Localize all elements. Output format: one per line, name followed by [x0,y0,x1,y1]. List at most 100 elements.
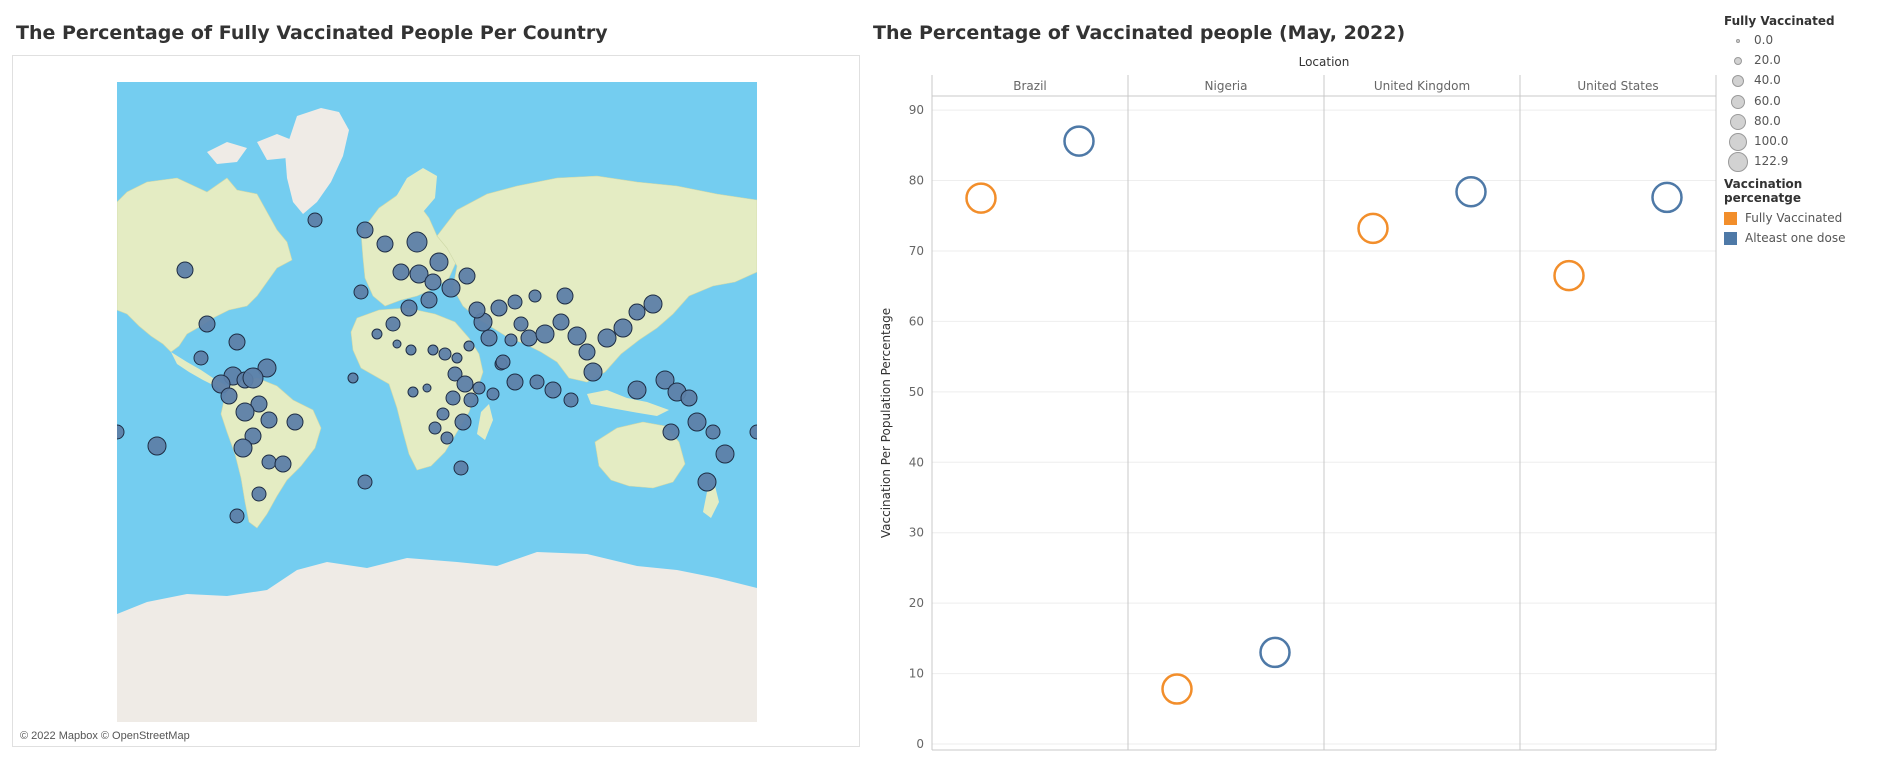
data-point[interactable] [1063,125,1095,157]
data-point[interactable] [1259,636,1291,669]
country-marker[interactable] [242,367,264,389]
world-map[interactable] [117,82,757,722]
country-marker[interactable] [198,315,216,333]
country-marker[interactable] [680,389,698,407]
country-marker[interactable] [544,381,562,399]
data-point[interactable] [1161,673,1193,705]
country-marker[interactable] [643,294,663,314]
map-panel[interactable]: © 2022 Mapbox © OpenStreetMap [12,55,860,747]
country-marker[interactable] [705,424,721,440]
country-marker[interactable] [655,370,675,390]
country-marker[interactable] [244,427,262,445]
country-marker[interactable] [440,431,454,445]
country-marker[interactable] [371,328,383,340]
country-marker[interactable] [468,301,486,319]
country-marker[interactable] [357,474,373,490]
country-marker[interactable] [420,291,438,309]
country-marker[interactable] [495,354,511,370]
country-marker[interactable] [257,358,277,378]
country-marker[interactable] [583,362,603,382]
country-marker[interactable] [520,329,538,347]
country-marker[interactable] [715,444,735,464]
country-marker[interactable] [456,375,474,393]
country-marker[interactable] [405,344,417,356]
country-marker[interactable] [428,421,442,435]
country-marker[interactable] [147,436,167,456]
country-marker[interactable] [233,438,253,458]
country-marker[interactable] [472,381,486,395]
data-point[interactable] [1455,176,1487,208]
color-legend-item[interactable]: Fully Vaccinated [1724,208,1874,228]
data-point[interactable] [1553,259,1585,292]
country-marker[interactable] [463,392,479,408]
country-marker[interactable] [453,460,469,476]
country-marker[interactable] [228,333,246,351]
country-marker[interactable] [441,278,461,298]
country-marker[interactable] [504,333,518,347]
country-marker[interactable] [567,326,587,346]
country-marker[interactable] [356,221,374,239]
country-marker[interactable] [447,366,463,382]
color-legend-item[interactable]: Alteast one dose [1724,228,1874,248]
country-marker[interactable] [261,454,277,470]
country-marker[interactable] [307,212,323,228]
country-marker[interactable] [424,273,442,291]
country-marker[interactable] [490,299,508,317]
country-marker[interactable] [627,380,647,400]
country-marker[interactable] [422,383,432,393]
country-marker[interactable] [480,329,498,347]
country-marker[interactable] [506,373,524,391]
country-marker[interactable] [176,261,194,279]
country-marker[interactable] [385,316,401,332]
country-marker[interactable] [458,267,476,285]
country-marker[interactable] [535,324,555,344]
country-marker[interactable] [193,350,209,366]
country-marker[interactable] [409,264,429,284]
country-marker[interactable] [454,413,472,431]
country-marker[interactable] [552,313,570,331]
country-marker[interactable] [286,413,304,431]
country-marker[interactable] [597,328,617,348]
country-marker[interactable] [463,340,475,352]
country-marker[interactable] [406,231,428,253]
data-point[interactable] [1357,212,1389,245]
country-marker[interactable] [451,352,463,364]
country-marker[interactable] [250,395,268,413]
country-marker[interactable] [251,486,267,502]
country-marker[interactable] [528,289,542,303]
country-marker[interactable] [529,374,545,390]
country-marker[interactable] [376,235,394,253]
country-marker[interactable] [235,402,255,422]
country-marker[interactable] [427,344,439,356]
country-marker[interactable] [628,303,646,321]
country-marker[interactable] [392,263,410,281]
country-marker[interactable] [229,508,245,524]
country-marker[interactable] [438,347,452,361]
country-marker[interactable] [260,411,278,429]
country-marker[interactable] [507,294,523,310]
country-marker[interactable] [486,387,500,401]
country-marker[interactable] [436,407,450,421]
country-marker[interactable] [697,472,717,492]
country-marker[interactable] [117,424,125,440]
country-marker[interactable] [392,339,402,349]
country-marker[interactable] [445,390,461,406]
data-point[interactable] [965,182,997,214]
country-marker[interactable] [749,424,757,440]
country-marker[interactable] [407,386,419,398]
country-marker[interactable] [274,455,292,473]
country-marker[interactable] [429,252,449,272]
country-marker[interactable] [347,372,359,384]
country-marker[interactable] [513,316,529,332]
country-marker[interactable] [556,287,574,305]
country-marker[interactable] [613,318,633,338]
country-marker[interactable] [400,299,418,317]
country-marker[interactable] [578,343,596,361]
country-marker[interactable] [220,387,238,405]
country-marker[interactable] [353,284,369,300]
country-marker[interactable] [687,412,707,432]
scatter-chart[interactable]: Location 0 10 20 30 40 50 60 70 80 90 Brazil Nigeria… [870,50,1720,755]
country-marker[interactable] [563,392,579,408]
data-point[interactable] [1651,181,1683,214]
country-marker[interactable] [662,423,680,441]
